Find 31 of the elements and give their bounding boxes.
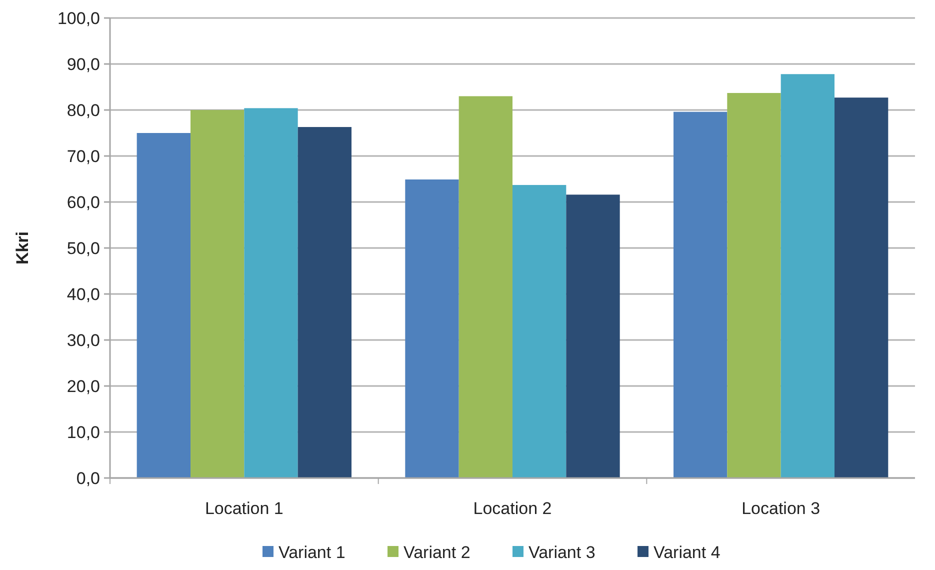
bar — [190, 110, 244, 478]
bar — [405, 179, 459, 478]
bar — [458, 96, 512, 478]
y-tick-label: 50,0 — [66, 238, 100, 258]
y-tick-label: 0,0 — [76, 468, 100, 488]
y-tick-label: 100,0 — [57, 8, 100, 28]
x-tick-label: Location 3 — [742, 499, 820, 518]
y-tick-label: 20,0 — [66, 376, 100, 396]
bar — [244, 108, 298, 478]
bar — [136, 133, 190, 478]
legend-label: Variant 4 — [654, 542, 720, 562]
bar — [834, 98, 888, 478]
x-tick-label: Location 1 — [204, 499, 284, 518]
y-tick-label: 30,0 — [66, 330, 100, 350]
bar — [674, 112, 728, 478]
y-tick-label: 70,0 — [66, 146, 100, 166]
y-tick-label: 90,0 — [66, 54, 100, 74]
legend-label: Variant 1 — [278, 542, 346, 562]
bar — [727, 92, 781, 478]
y-tick-label: 10,0 — [66, 422, 100, 442]
legend-label: Variant 3 — [528, 542, 596, 562]
bar — [566, 194, 620, 478]
bar — [298, 127, 352, 478]
bar — [780, 74, 834, 478]
y-axis-title: Kkri — [13, 231, 32, 265]
y-tick-label: 40,0 — [66, 284, 100, 304]
x-tick-label: Location 2 — [473, 499, 552, 518]
y-tick-label: 60,0 — [66, 192, 100, 212]
legend-label: Variant 2 — [404, 542, 470, 562]
bar — [512, 184, 566, 478]
y-tick-label: 80,0 — [66, 100, 100, 120]
